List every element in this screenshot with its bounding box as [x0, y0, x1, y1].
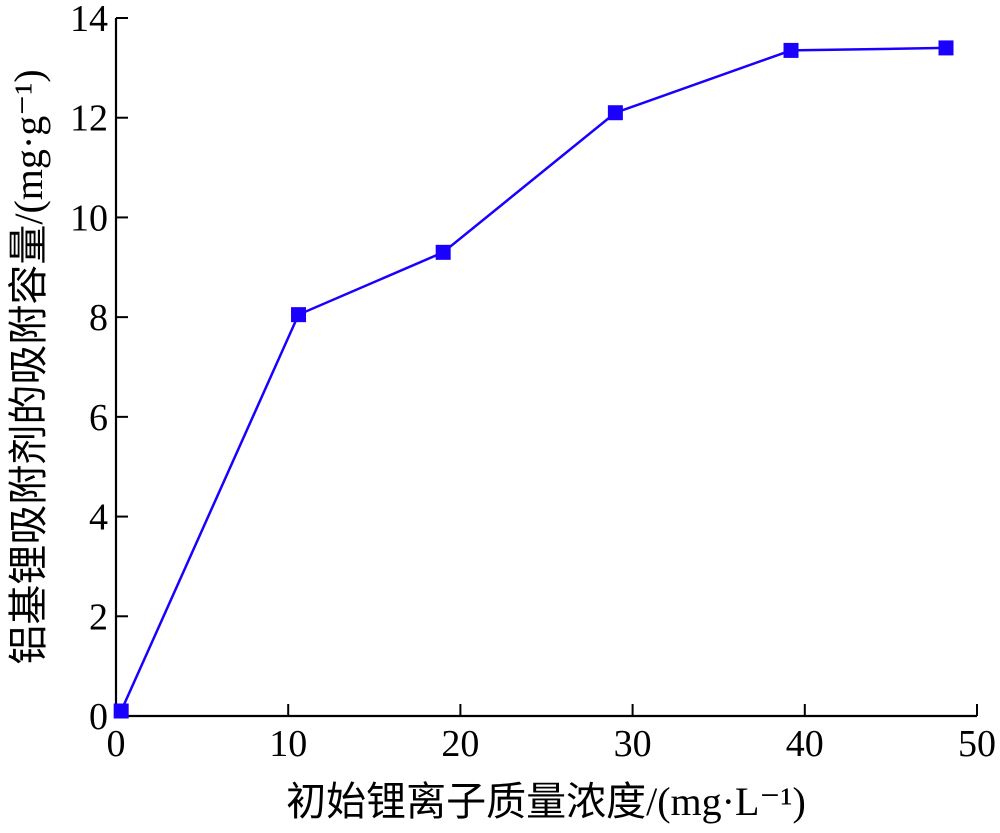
y-ticks: 0 2 4 6 8 10 12 14	[70, 0, 128, 738]
y-tick-label: 12	[70, 98, 108, 140]
data-point-marker	[938, 40, 954, 56]
data-point-marker	[783, 42, 799, 58]
axes	[114, 18, 977, 718]
x-tick-label: 20	[441, 723, 479, 765]
x-tick-label: 30	[614, 723, 652, 765]
x-tick-label: 10	[269, 723, 307, 765]
y-tick-label: 10	[70, 197, 108, 239]
data-point-marker	[291, 307, 307, 323]
x-axis-title: 初始锂离子质量浓度/(mg·L⁻¹)	[286, 779, 806, 824]
x-tick-label: 0	[107, 723, 126, 765]
y-tick-label: 2	[89, 596, 108, 638]
x-ticks: 0 10 20 30 40 50	[107, 704, 996, 765]
x-tick-label: 50	[958, 723, 996, 765]
data-point-marker	[435, 244, 451, 260]
y-axis-title: 铝基锂吸附剂的吸附容量/(mg·g⁻¹)	[6, 69, 51, 664]
data-point-marker	[607, 105, 623, 121]
y-tick-label: 4	[89, 497, 108, 539]
y-tick-label: 6	[89, 397, 108, 439]
data-point-marker	[113, 703, 129, 719]
y-tick-label: 8	[89, 297, 108, 339]
series-line	[120, 46, 947, 712]
x-tick-label: 40	[786, 723, 824, 765]
y-tick-label: 14	[70, 0, 108, 40]
y-tick-label: 0	[89, 696, 108, 738]
series-group	[113, 40, 954, 719]
